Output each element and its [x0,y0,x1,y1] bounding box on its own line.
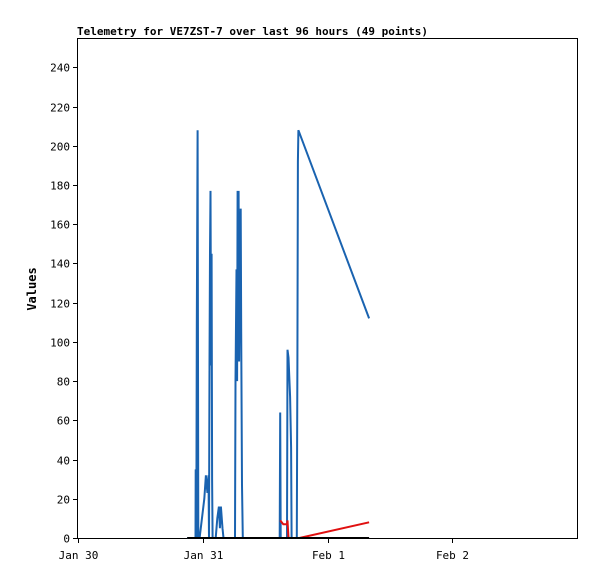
x-tick-label: Jan 31 [184,549,224,562]
y-tick-label: 160 [50,219,70,232]
y-tick-label: 0 [63,533,70,546]
y-tick-label: 40 [57,455,70,468]
y-tick-label: 200 [50,141,70,154]
x-tick-label: Jan 30 [59,549,99,562]
y-tick-label: 220 [50,102,70,115]
x-tick-label: Feb 1 [312,549,345,562]
y-axis: 0 20 40 60 80 100 120 140 160 180 200 220 240 [50,62,78,546]
series-layer [187,129,371,539]
chart-title: Telemetry for VE7ZST-7 over last 96 hour… [77,25,428,38]
y-tick-label: 140 [50,258,70,271]
plot-area [77,38,578,539]
x-tick-label: Feb 2 [436,549,469,562]
x-axis: Jan 30 Jan 31 Feb 1 Feb 2 [59,538,469,562]
y-tick-label: 180 [50,180,70,193]
y-tick-label: 100 [50,337,70,350]
y-tick-label: 60 [57,415,70,428]
y-tick-label: 240 [50,62,70,75]
y-tick-label: 80 [57,376,70,389]
y-axis-label: Values [25,267,39,310]
y-tick-label: 20 [57,494,70,507]
y-tick-label: 120 [50,298,70,311]
